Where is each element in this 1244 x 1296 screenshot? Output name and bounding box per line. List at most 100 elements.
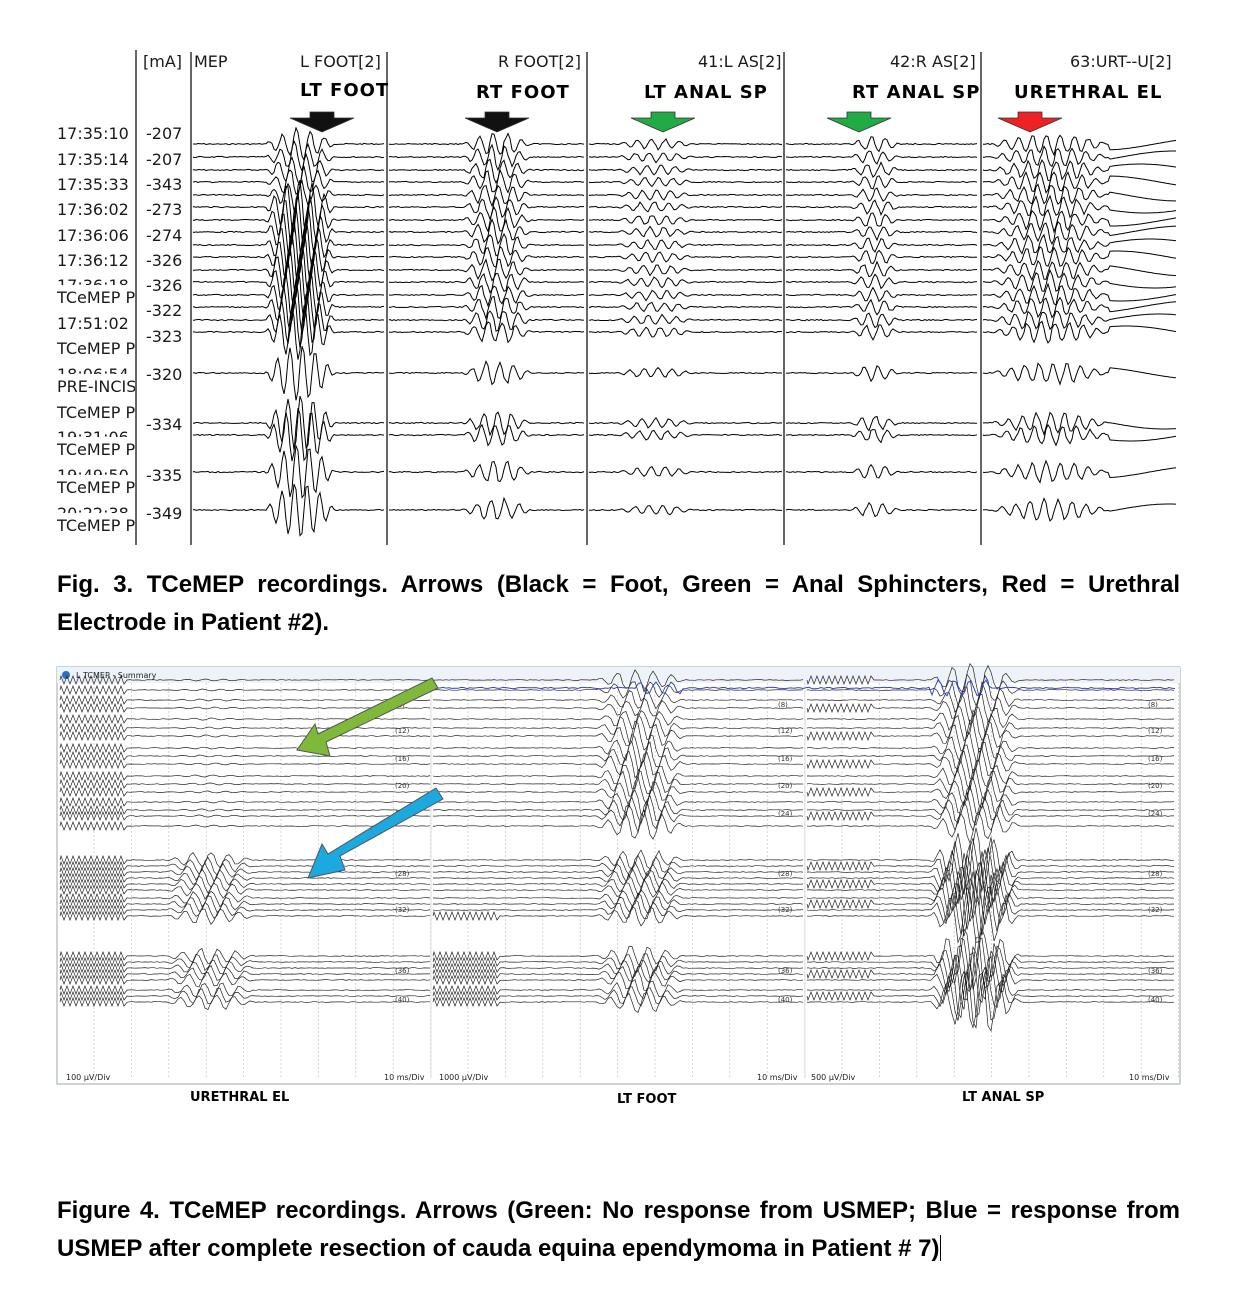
trace-number-label: (12) [1148, 727, 1163, 735]
emg-trace [785, 286, 978, 303]
emg-trace [806, 928, 1175, 990]
app-icon [62, 671, 70, 679]
trace-number-label: (28) [778, 870, 793, 878]
emg-trace [192, 217, 385, 273]
emg-trace [59, 875, 431, 894]
trace-number-label: (36) [1148, 967, 1163, 975]
fig3-ma-value: -334 [146, 415, 183, 434]
trace-number-label: (40) [778, 996, 793, 1004]
emg-trace [432, 953, 804, 973]
emg-trace [192, 483, 385, 537]
fig4-panel-label-lt-anal: LT ANAL SP [962, 1090, 1045, 1105]
emg-trace [982, 320, 1177, 344]
emg-trace [59, 684, 431, 695]
emg-trace [432, 979, 804, 1000]
fig3-time-label: 17:36:06 [57, 226, 129, 245]
emg-trace [59, 971, 431, 988]
emg-trace [806, 844, 1175, 907]
emg-trace [432, 809, 804, 840]
emg-trace [59, 810, 431, 821]
emg-trace [806, 869, 1175, 930]
down-arrow-icon [464, 111, 530, 133]
fig3-arrow-label-rt-foot: RT FOOT [476, 82, 570, 103]
emg-trace [806, 791, 1175, 826]
emg-trace [388, 232, 585, 257]
fig3-time-label: 17:36:18 [57, 276, 129, 285]
emg-trace [982, 158, 1177, 182]
emg-trace [192, 279, 385, 335]
emg-trace [806, 681, 1175, 718]
emg-trace [59, 758, 431, 769]
emg-trace [806, 662, 1175, 699]
fig3-time-label: TCeMEP P [57, 478, 136, 497]
fig3-ma-value: -207 [146, 124, 183, 143]
fig3-ma-value: -343 [146, 175, 183, 194]
emg-trace [785, 226, 978, 242]
emg-trace [785, 136, 978, 153]
fig3-time-label: 17:36:02 [57, 200, 129, 219]
fig3-recording-traces [135, 50, 1177, 545]
emg-trace [59, 796, 431, 807]
emg-trace [59, 694, 431, 705]
emg-trace-blue [432, 679, 1176, 697]
emg-trace [433, 866, 804, 889]
emg-trace [432, 697, 804, 717]
emg-trace [806, 719, 1175, 753]
emg-trace [588, 251, 783, 264]
emg-trace [588, 289, 783, 302]
emg-trace [982, 233, 1177, 255]
emg-trace [388, 258, 585, 282]
emg-trace [785, 199, 978, 216]
emg-trace [785, 260, 978, 278]
fig3-time-label: PRE-INCIS [57, 377, 135, 396]
emg-trace [806, 784, 1175, 816]
trace-number-label: (12) [395, 727, 410, 735]
fig3-arrow-label-rt-anal-sp: RT ANAL SP [852, 82, 981, 103]
fig3-ma-value: -349 [146, 504, 183, 523]
fig4-scale-label: 100 μV/Div [66, 1073, 111, 1082]
fig3-arrow-label-lt-anal-sp: LT ANAL SP [644, 82, 768, 103]
fig3-arrow-label-lt-foot: LT FOOT [300, 80, 390, 101]
emg-trace [389, 245, 585, 269]
trace-number-label: (28) [1148, 870, 1163, 878]
emg-trace [785, 463, 978, 479]
emg-trace [59, 959, 430, 975]
emg-trace [785, 237, 978, 253]
emg-trace [59, 953, 431, 972]
emg-trace [785, 428, 978, 444]
fig4-panel-label-urethral: URETHRAL EL [190, 1090, 290, 1105]
emg-trace [806, 837, 1174, 895]
emg-trace [192, 152, 385, 187]
emg-trace [982, 497, 1176, 522]
emg-trace [588, 137, 783, 151]
emg-trace [982, 208, 1177, 234]
emg-trace [432, 854, 803, 878]
fig3-ma-value: -274 [146, 226, 183, 245]
emg-trace [192, 193, 385, 248]
emg-trace [785, 298, 978, 316]
fig3-time-label: TCeMEP P [57, 403, 136, 422]
emg-trace [192, 305, 385, 360]
emg-trace [192, 179, 385, 211]
emg-trace [432, 965, 804, 984]
fig4-scale-label: 10 ms/Div [384, 1073, 425, 1082]
emg-trace [982, 459, 1177, 484]
emg-trace [59, 982, 431, 998]
emg-trace [806, 952, 1175, 1010]
emg-trace [982, 145, 1176, 168]
emg-trace [59, 882, 431, 900]
emg-trace [192, 408, 385, 462]
emg-trace [588, 504, 783, 516]
emg-trace [806, 741, 1175, 774]
emg-trace [806, 871, 1175, 937]
emg-trace [59, 674, 431, 685]
emg-trace [388, 195, 585, 221]
emg-trace [588, 313, 782, 325]
emg-trace [588, 215, 783, 226]
emg-trace [192, 242, 385, 298]
emg-trace [389, 496, 585, 520]
emg-trace [432, 681, 804, 702]
emg-trace [192, 229, 385, 285]
emg-trace [806, 800, 1175, 832]
emg-trace [59, 804, 431, 815]
